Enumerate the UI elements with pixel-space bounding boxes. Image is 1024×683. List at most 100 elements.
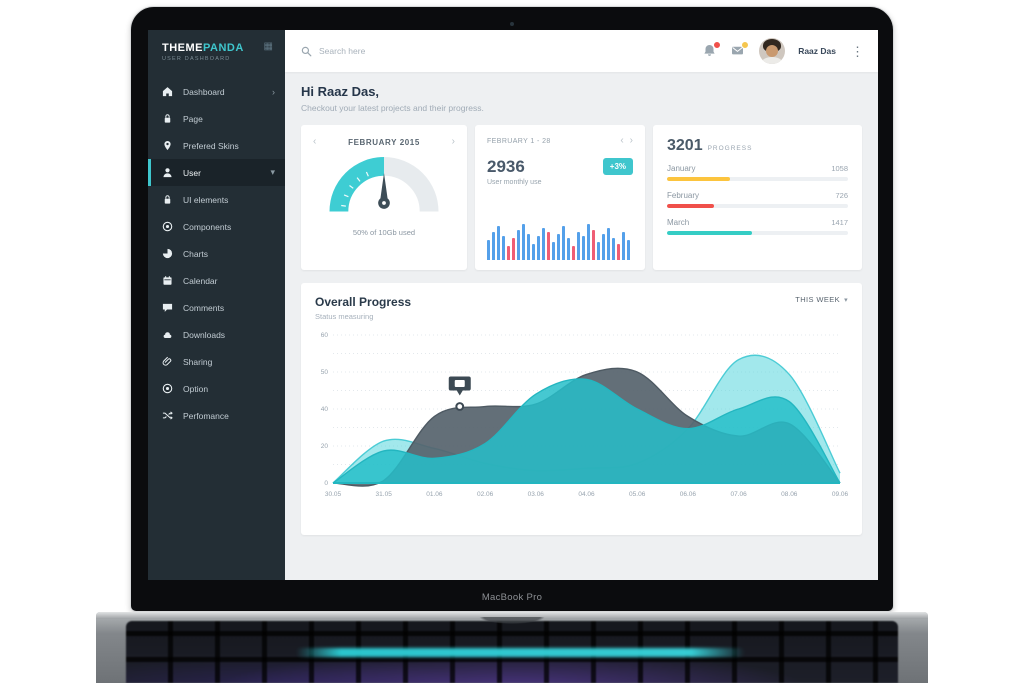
- next-month-button[interactable]: ›: [451, 136, 455, 147]
- mini-bar: [492, 232, 495, 260]
- sidebar-item-user[interactable]: User ▾: [148, 159, 285, 187]
- line-series-front-teal: [332, 378, 841, 484]
- grid-menu-icon[interactable]: ▦: [263, 41, 273, 52]
- mini-bar: [602, 234, 605, 260]
- storage-period: FEBRUARY 2015: [348, 137, 420, 147]
- progress-month-label: February: [667, 191, 700, 200]
- overall-progress-card: Overall Progress Status measuring THIS W…: [301, 283, 862, 535]
- progress-month-label: January: [667, 164, 696, 173]
- progress-value: 1417: [831, 218, 848, 227]
- svg-text:03.06: 03.06: [528, 491, 545, 498]
- sidebar-item-dashboard[interactable]: Dashboard ›: [148, 78, 285, 105]
- chevron-down-icon: ▾: [844, 296, 848, 304]
- sidebar-item-label: Calendar: [183, 275, 218, 286]
- mini-bar: [567, 238, 570, 260]
- svg-text:05.06: 05.06: [629, 491, 646, 498]
- sidebar-menu: Dashboard › Page Prefered Skins User ▾ UI elem…: [148, 78, 285, 429]
- svg-text:08.06: 08.06: [781, 491, 798, 498]
- mini-bar: [592, 230, 595, 260]
- sidebar-item-downloads[interactable]: Downloads: [148, 321, 285, 348]
- screen-reflection: [295, 648, 745, 657]
- tooltip-icon: [454, 380, 465, 388]
- avatar-face: [766, 45, 779, 57]
- calendar-icon: [162, 275, 173, 286]
- next-range-button[interactable]: ›: [629, 135, 633, 146]
- mini-bar: [497, 226, 500, 260]
- sidebar-item-components[interactable]: Components: [148, 213, 285, 240]
- sidebar-item-label: User: [183, 167, 201, 178]
- mini-bar: [597, 242, 600, 260]
- svg-text:60: 60: [321, 332, 329, 339]
- mini-bar: [622, 232, 625, 260]
- mini-bar: [572, 246, 575, 260]
- gauge-needle: [380, 172, 388, 202]
- mini-bar: [532, 244, 535, 260]
- monthly-use-card: FEBRUARY 1 - 28 ‹ › 2936 User monthly us…: [475, 125, 645, 270]
- progress-bar-track: [667, 204, 848, 208]
- bell-icon[interactable]: [703, 40, 722, 59]
- prev-month-button[interactable]: ‹: [313, 136, 317, 147]
- sidebar-item-label: Components: [183, 221, 232, 232]
- sidebar-item-option[interactable]: Option: [148, 375, 285, 402]
- mini-bar: [522, 224, 525, 260]
- mail-icon[interactable]: [731, 40, 750, 59]
- sidebar-item-sharing[interactable]: Sharing: [148, 348, 285, 375]
- mini-bar: [587, 224, 590, 260]
- sidebar-item-label: Perfomance: [183, 410, 229, 421]
- range-dropdown[interactable]: THIS WEEK ▾: [795, 295, 848, 304]
- progress-bar-fill: [667, 231, 753, 235]
- app-logo: THEMEPANDA: [162, 42, 244, 54]
- mini-bar: [512, 238, 515, 260]
- pie-icon: [162, 248, 173, 259]
- svg-text:0: 0: [324, 480, 328, 487]
- sidebar-item-perfomance[interactable]: Perfomance: [148, 402, 285, 429]
- sidebar-item-label: Comments: [183, 302, 225, 313]
- monthly-use-value: 2936: [487, 157, 525, 176]
- topbar: Raaz Das ⋮: [285, 30, 878, 72]
- notification-badge: [713, 40, 722, 49]
- mini-bar: [547, 232, 550, 260]
- kebab-menu-icon[interactable]: ⋮: [851, 43, 864, 59]
- sidebar-item-label: Page: [183, 113, 203, 124]
- deck-edge: [96, 612, 928, 619]
- progress-card: 3201 PROGRESS January 1058 February 726 Marc…: [653, 125, 862, 270]
- chevron-right-icon: ›: [272, 86, 275, 97]
- gauge-ticks: [341, 171, 369, 207]
- mini-bar: [612, 238, 615, 260]
- stat-cards-row: ‹ FEBRUARY 2015 ›: [301, 125, 862, 270]
- trend-badge: +3%: [602, 158, 633, 175]
- webcam-dot: [510, 22, 514, 26]
- sidebar-item-label: UI elements: [183, 194, 229, 205]
- user-name[interactable]: Raaz Das: [798, 46, 836, 56]
- sidebar-item-prefered-skins[interactable]: Prefered Skins: [148, 132, 285, 159]
- svg-text:20: 20: [321, 443, 329, 450]
- sidebar-item-page[interactable]: Page: [148, 105, 285, 132]
- sidebar-item-charts[interactable]: Charts: [148, 240, 285, 267]
- dashboard-screen: THEMEPANDA USER DASHBOARD ▦ Dashboard › Pa…: [148, 30, 878, 580]
- search-input[interactable]: [319, 46, 439, 56]
- progress-row-march: March 1417: [667, 218, 848, 235]
- mini-bar: [517, 230, 520, 260]
- page-subtitle: Checkout your latest projects and their …: [301, 103, 484, 113]
- svg-text:02.06: 02.06: [477, 491, 494, 498]
- progress-row-january: January 1058: [667, 164, 848, 181]
- pin-icon: [162, 140, 173, 151]
- avatar[interactable]: [759, 38, 786, 64]
- avatar-shirt: [762, 57, 783, 64]
- prev-range-button[interactable]: ‹: [620, 135, 624, 146]
- comment-icon: [162, 302, 173, 313]
- logo-primary: THEME: [162, 42, 203, 54]
- sidebar-item-label: Option: [183, 383, 209, 394]
- svg-text:07.06: 07.06: [730, 491, 747, 498]
- paperclip-icon: [162, 356, 173, 367]
- progress-rows: January 1058 February 726 March 1417: [667, 164, 848, 235]
- progress-row-february: February 726: [667, 191, 848, 208]
- storage-card: ‹ FEBRUARY 2015 ›: [301, 125, 467, 270]
- sidebar-item-comments[interactable]: Comments: [148, 294, 285, 321]
- search-icon: [301, 46, 312, 56]
- svg-text:40: 40: [321, 406, 329, 413]
- sidebar-item-label: Charts: [183, 248, 209, 259]
- sidebar-item-calendar[interactable]: Calendar: [148, 267, 285, 294]
- sidebar-item-ui-elements[interactable]: UI elements: [148, 186, 285, 213]
- device-model-label: MacBook Pro: [481, 592, 543, 603]
